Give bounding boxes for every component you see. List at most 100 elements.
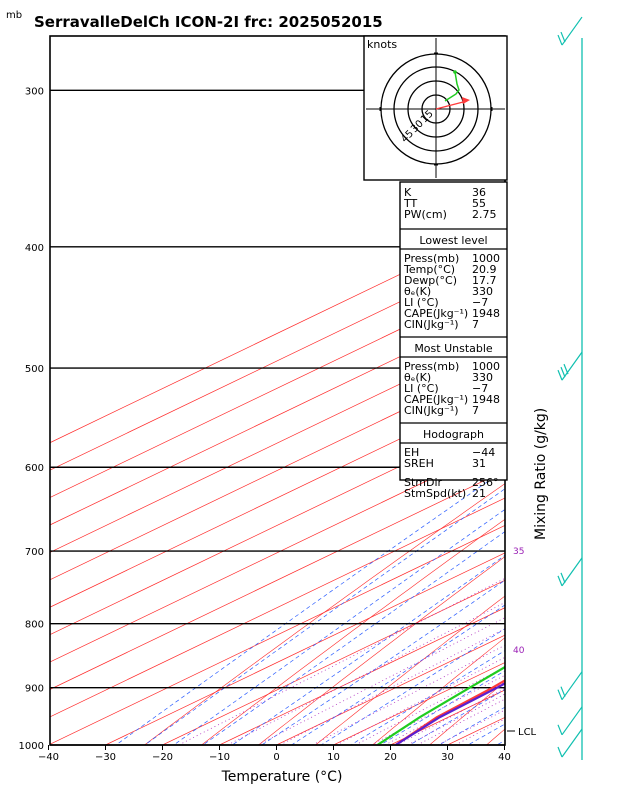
- index-label: PW(cm): [404, 208, 447, 221]
- pressure-tick-label: 500: [25, 364, 44, 375]
- dewpoint-profile: [376, 665, 505, 745]
- index-value: 1948: [472, 307, 500, 320]
- index-value: 2.75: [472, 208, 497, 221]
- pressure-axis: 2003004005006007008009001000: [19, 86, 44, 752]
- index-label: Press(mb): [404, 252, 459, 265]
- sounding-profiles: [376, 665, 505, 745]
- isotherm-line: [50, 333, 505, 553]
- index-label: TT: [403, 197, 418, 210]
- temperature-tick-label: −10: [209, 752, 230, 763]
- hodograph-units: knots: [367, 38, 397, 51]
- wind-barb-flag: [560, 366, 566, 378]
- temperature-tick-label: −20: [152, 752, 173, 763]
- mixing-ratio-line: [371, 674, 505, 745]
- stability-indices-panel: K 36 TT 55 PW(cm) 2.75 Lowest level Press(mb) 10…: [399, 181, 508, 500]
- index-label: CAPE(Jkg⁻¹): [404, 393, 468, 406]
- index-label: LI (°C): [404, 296, 439, 309]
- index-value: 330: [472, 371, 493, 384]
- wind-barb-staff: [561, 706, 583, 736]
- isotherm-line: [50, 497, 505, 718]
- background-grid: [50, 0, 618, 772]
- isotherm-line: [50, 442, 505, 663]
- index-label: θₑ(K): [404, 371, 431, 384]
- temperature-tick-label: 0: [273, 752, 279, 763]
- pressure-tick-label: 600: [25, 463, 44, 474]
- index-value: 55: [472, 197, 486, 210]
- isotherm-line: [50, 415, 505, 635]
- moist-adiabat-line: [379, 670, 505, 745]
- index-value: −7: [472, 296, 488, 309]
- dry-adiabat-line: [144, 483, 505, 745]
- index-label: CAPE(Jkg⁻¹): [404, 307, 468, 320]
- index-label: Temp(°C): [403, 263, 455, 276]
- moist-adiabat-line: [408, 689, 505, 745]
- wind-barb-flag: [560, 31, 566, 43]
- right-axis-label: Mixing Ratio (g/kg): [533, 408, 549, 540]
- hodograph-trace-end: [453, 70, 457, 74]
- dry-adiabat-line: [372, 637, 505, 745]
- temperature-tick-label: 40: [498, 752, 511, 763]
- indices-section-header: Most Unstable: [414, 342, 493, 355]
- isotherm-line: [50, 250, 505, 471]
- index-label: LI (°C): [404, 382, 439, 395]
- index-value: 31: [472, 457, 486, 470]
- temperature-tick-label: 10: [327, 752, 340, 763]
- wind-barb: [557, 351, 583, 381]
- isotherm-line: [50, 305, 505, 526]
- mixing-ratio-line: [178, 577, 505, 745]
- index-value: 256°: [472, 476, 499, 489]
- chart-title: SerravalleDelCh ICON-2I frc: 2025052015: [34, 13, 383, 31]
- index-value: −7: [472, 382, 488, 395]
- isotherm-line: [50, 525, 505, 745]
- index-value: 17.7: [472, 274, 497, 287]
- mixing-ratio-line: [417, 698, 505, 745]
- moist-adiabat-line: [143, 488, 505, 745]
- wind-barb-flag: [557, 689, 563, 700]
- wind-barb-flag: [560, 686, 566, 697]
- index-label: EH: [404, 446, 419, 459]
- dry-adiabat-line: [258, 556, 505, 745]
- isotherm-line: [50, 470, 505, 690]
- mixing-ratio-line: [227, 602, 505, 745]
- pressure-tick-label: 700: [25, 547, 44, 558]
- wind-barb: [557, 706, 583, 736]
- index-label: K: [404, 186, 412, 199]
- pressure-tick-label: 1000: [19, 741, 44, 752]
- mixing-ratio-line: [407, 693, 505, 745]
- moist-adiabat-line: [320, 628, 505, 745]
- index-label: θₑ(K): [404, 285, 431, 298]
- index-value: 330: [472, 285, 493, 298]
- wind-barb-flag: [557, 575, 563, 587]
- wind-barb-profile: [557, 16, 583, 760]
- index-label: SREH: [404, 457, 434, 470]
- pressure-tick-label: 300: [25, 86, 44, 97]
- wind-barb-flag: [563, 363, 569, 375]
- index-value: 7: [472, 318, 479, 331]
- lcl-label: LCL: [518, 727, 537, 738]
- temperature-tick-label: −40: [38, 752, 59, 763]
- index-value: 1948: [472, 393, 500, 406]
- moist-adiabat-line: [261, 579, 505, 745]
- wind-barb-flag: [560, 572, 566, 584]
- dry-adiabat-line: [201, 518, 505, 745]
- storm-motion-vector: [435, 100, 468, 110]
- mixing-ratio-line: [279, 628, 505, 745]
- isotherm-line: [50, 278, 505, 498]
- index-value: 1000: [472, 252, 500, 265]
- index-value: 7: [472, 404, 479, 417]
- dry-adiabat-line: [514, 0, 618, 772]
- wind-barb-flag: [557, 746, 563, 758]
- wind-barb: [557, 728, 583, 758]
- x-axis-label: Temperature (°C): [221, 769, 343, 785]
- temperature-tick-label: 30: [441, 752, 454, 763]
- temperature-axis: −40 −30 −20 −10 0 10 20 30 40: [38, 745, 511, 763]
- moist-adiabat-line: [231, 554, 505, 745]
- wind-barb-staff: [561, 351, 583, 381]
- wind-barb-staff: [561, 728, 583, 758]
- moist-adiabat-line: [172, 508, 505, 745]
- index-label: StmSpd(kt): [404, 487, 466, 500]
- index-label: Dewp(°C): [404, 274, 457, 287]
- temperature-tick-label: 20: [384, 752, 397, 763]
